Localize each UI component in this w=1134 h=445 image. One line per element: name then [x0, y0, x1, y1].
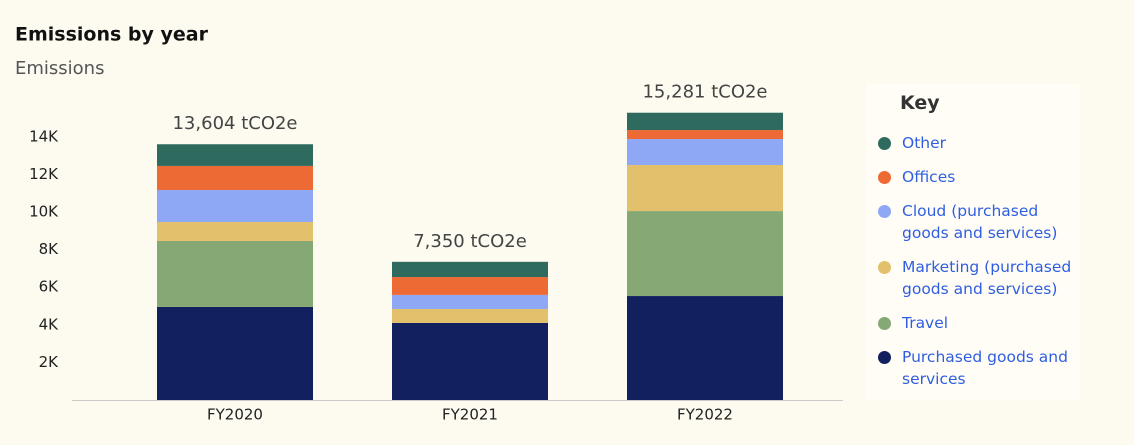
legend-label[interactable]: Other	[902, 134, 947, 152]
bar-segment	[157, 240, 313, 307]
bar-segment	[157, 306, 313, 400]
x-tick-label: FY2021	[442, 406, 498, 424]
bar-segment	[157, 190, 313, 222]
chart-title: Emissions by year	[15, 24, 209, 46]
legend-item[interactable]: Cloud (purchased goods and services)	[878, 200, 1080, 244]
total-label: 15,281 tCO2e	[642, 82, 767, 103]
bar-segment	[392, 277, 548, 295]
legend-label[interactable]: Cloud (purchased goods and services)	[902, 202, 1058, 242]
y-tick-label: 8K	[39, 240, 60, 258]
bar-segment	[627, 296, 783, 400]
total-label: 13,604 tCO2e	[172, 113, 297, 134]
legend-item[interactable]: Marketing (purchased goods and services)	[878, 256, 1080, 300]
legend-swatch	[878, 171, 891, 184]
bar-segment	[157, 221, 313, 241]
legend: Key Other Offices Cloud (purchased goods a…	[866, 84, 1080, 400]
legend-item[interactable]: Purchased goods and services	[878, 346, 1080, 390]
legend-swatch	[878, 137, 891, 150]
x-tick-label: FY2020	[207, 406, 263, 424]
y-tick-label: 10K	[29, 203, 59, 221]
bar-segment	[627, 112, 783, 131]
bar-segment	[627, 139, 783, 165]
chart: Emissions by year Emissions 2K 4K 6K 8K 10K 1…	[15, 24, 843, 424]
bar-segment	[627, 130, 783, 140]
legend-item[interactable]: Travel	[878, 312, 1080, 334]
legend-swatch	[878, 205, 891, 218]
bar-segment	[157, 165, 313, 191]
legend-label[interactable]: Marketing (purchased goods and services)	[902, 258, 1072, 298]
y-tick-label: 12K	[29, 165, 59, 183]
legend-title: Key	[900, 92, 940, 114]
y-tick-label: 2K	[39, 353, 60, 371]
bar-segment	[392, 261, 548, 278]
bar-segment	[627, 211, 783, 297]
legend-item[interactable]: Other	[878, 132, 1080, 154]
bar-segment	[392, 322, 548, 400]
bar-segment	[157, 144, 313, 166]
legend-label[interactable]: Purchased goods and services	[902, 348, 1068, 388]
y-tick-label: 14K	[29, 127, 59, 145]
y-tick-label: 6K	[39, 278, 60, 296]
legend-label[interactable]: Offices	[902, 168, 956, 186]
bar-segment	[392, 294, 548, 310]
legend-label[interactable]: Travel	[902, 314, 949, 332]
legend-swatch	[878, 261, 891, 274]
y-tick-label: 4K	[39, 315, 60, 333]
total-label: 7,350 tCO2e	[413, 231, 527, 252]
bar-segment	[392, 309, 548, 323]
chart-subtitle: Emissions	[15, 58, 104, 79]
legend-swatch	[878, 351, 891, 364]
bar-segment	[627, 165, 783, 212]
legend-swatch	[878, 317, 891, 330]
x-tick-label: FY2022	[677, 406, 733, 424]
legend-item[interactable]: Offices	[878, 166, 1080, 188]
